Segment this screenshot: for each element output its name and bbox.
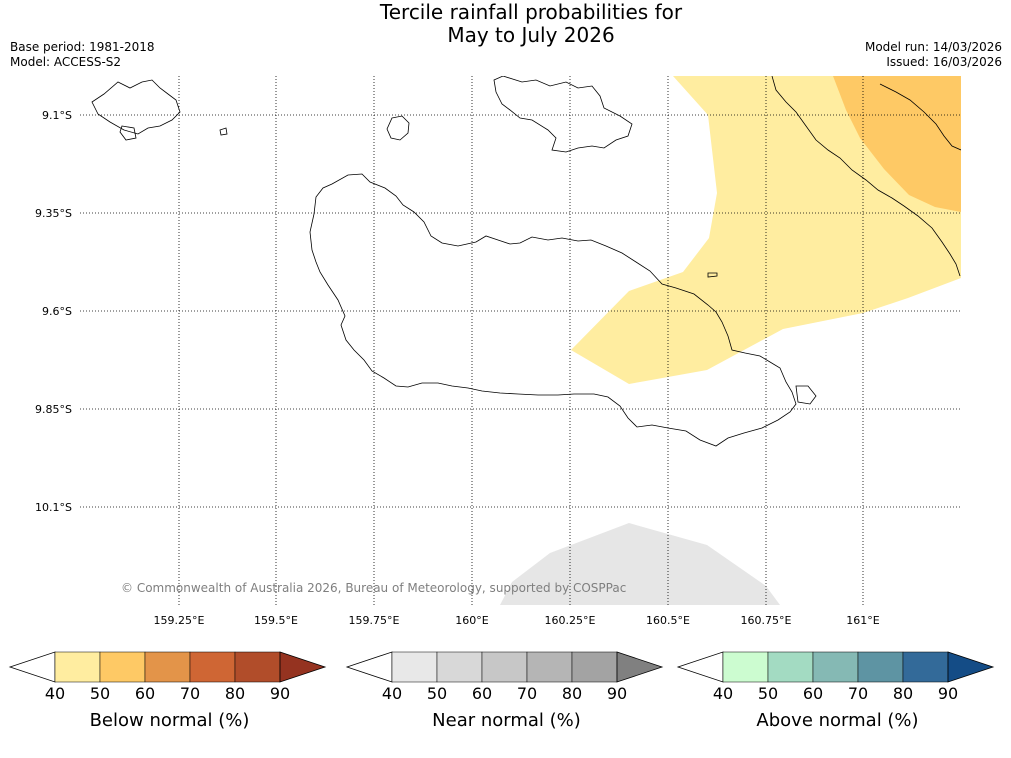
gridlines <box>80 76 961 605</box>
title-line2: May to July 2026 <box>447 23 615 47</box>
colorbar-tick-label: 70 <box>517 684 537 703</box>
colorbar-extend-high <box>616 651 664 683</box>
island-small-3 <box>707 272 718 278</box>
colorbar-tick-label: 90 <box>270 684 290 703</box>
colorbar-title: Below normal (%) <box>90 710 250 731</box>
colorbar-swatch <box>189 651 236 683</box>
lat-label: 9.35°S <box>35 207 72 220</box>
island-russell <box>91 79 181 135</box>
colorbar-swatch <box>481 651 528 683</box>
island-small-2 <box>219 127 228 136</box>
colorbar-tick-label: 90 <box>938 684 958 703</box>
colorbar-tick-label: 60 <box>135 684 155 703</box>
region-near-40-50 <box>500 523 780 605</box>
colorbar-near: 40 50 60 70 80 90 Near normal (%) <box>345 651 664 731</box>
lon-labels: 159.25°E 159.5°E 159.75°E 160°E 160.25°E… <box>154 614 880 627</box>
colorbar-tick-label: 40 <box>713 684 733 703</box>
colorbar-tick-label: 80 <box>893 684 913 703</box>
island-savo <box>386 115 410 141</box>
map-panel: © Commonwealth of Australia 2026, Bureau… <box>80 76 961 605</box>
copyright-notice: © Commonwealth of Australia 2026, Bureau… <box>121 581 626 595</box>
colorbar-extend-low <box>345 651 393 683</box>
lat-label: 9.85°S <box>35 403 72 416</box>
base-period: Base period: 1981-2018 <box>10 40 155 54</box>
model-run: Model run: 14/03/2026 <box>864 40 1002 54</box>
lon-label: 160°E <box>455 614 488 627</box>
lon-label: 159.25°E <box>154 614 205 627</box>
colorbar-extend-high <box>947 651 995 683</box>
coast-malaita <box>771 76 961 277</box>
colorbar-tick-label: 40 <box>45 684 65 703</box>
lon-label: 161°E <box>846 614 879 627</box>
colorbar-swatch <box>812 651 859 683</box>
colorbar-tick-label: 70 <box>848 684 868 703</box>
colorbar-title: Near normal (%) <box>432 710 581 731</box>
colorbars: 40 50 60 70 80 90 Below normal (%) 40 50 60 70 80 90… <box>8 651 995 731</box>
colorbar-tick-label: 40 <box>382 684 402 703</box>
colorbar-swatch <box>99 651 146 683</box>
colorbar-swatch <box>391 651 438 683</box>
colorbar-swatch <box>234 651 281 683</box>
issued-date: Issued: 16/03/2026 <box>886 55 1002 69</box>
colorbar-above: 40 50 60 70 80 90 Above normal (%) <box>676 651 995 731</box>
lon-label: 159.75°E <box>349 614 400 627</box>
colorbar-extend-high <box>279 651 327 683</box>
colorbar-swatch <box>54 651 101 683</box>
colorbar-tick-label: 80 <box>225 684 245 703</box>
lat-label: 10.1°S <box>35 501 72 514</box>
lat-label: 9.6°S <box>42 305 72 318</box>
colorbar-extend-low <box>8 651 56 683</box>
colorbar-tick-label: 90 <box>607 684 627 703</box>
region-below-50-60 <box>833 76 961 212</box>
lon-label: 159.5°E <box>254 614 298 627</box>
title-line1: Tercile rainfall probabilities for <box>379 0 683 24</box>
colorbar-swatch <box>571 651 618 683</box>
lat-label: 9.1°S <box>42 109 72 122</box>
colorbar-swatch <box>767 651 814 683</box>
colorbar-extend-low <box>676 651 724 683</box>
colorbar-swatch <box>902 651 949 683</box>
colorbar-swatch <box>436 651 483 683</box>
colorbar-swatch <box>526 651 573 683</box>
coastlines <box>91 76 961 447</box>
colorbar-tick-label: 50 <box>758 684 778 703</box>
colorbar-tick-label: 60 <box>803 684 823 703</box>
island-small-4 <box>795 385 817 405</box>
colorbar-tick-label: 50 <box>90 684 110 703</box>
island-florida-group <box>493 76 633 153</box>
colorbar-swatch <box>857 651 904 683</box>
island-small-1 <box>119 125 137 141</box>
colorbar-tick-label: 70 <box>180 684 200 703</box>
colorbar-title: Above normal (%) <box>756 710 918 731</box>
lon-label: 160.75°E <box>741 614 792 627</box>
lat-labels: 9.1°S 9.35°S 9.6°S 9.85°S 10.1°S <box>35 109 72 514</box>
lon-label: 160.5°E <box>646 614 690 627</box>
island-guadalcanal <box>309 173 797 447</box>
colorbar-swatch <box>722 651 769 683</box>
model-name: Model: ACCESS-S2 <box>10 55 122 69</box>
colorbar-tick-label: 80 <box>562 684 582 703</box>
colorbar-tick-label: 50 <box>427 684 447 703</box>
colorbar-tick-label: 60 <box>472 684 492 703</box>
colorbar-swatch <box>144 651 191 683</box>
lon-label: 160.25°E <box>545 614 596 627</box>
colorbar-below: 40 50 60 70 80 90 Below normal (%) <box>8 651 327 731</box>
